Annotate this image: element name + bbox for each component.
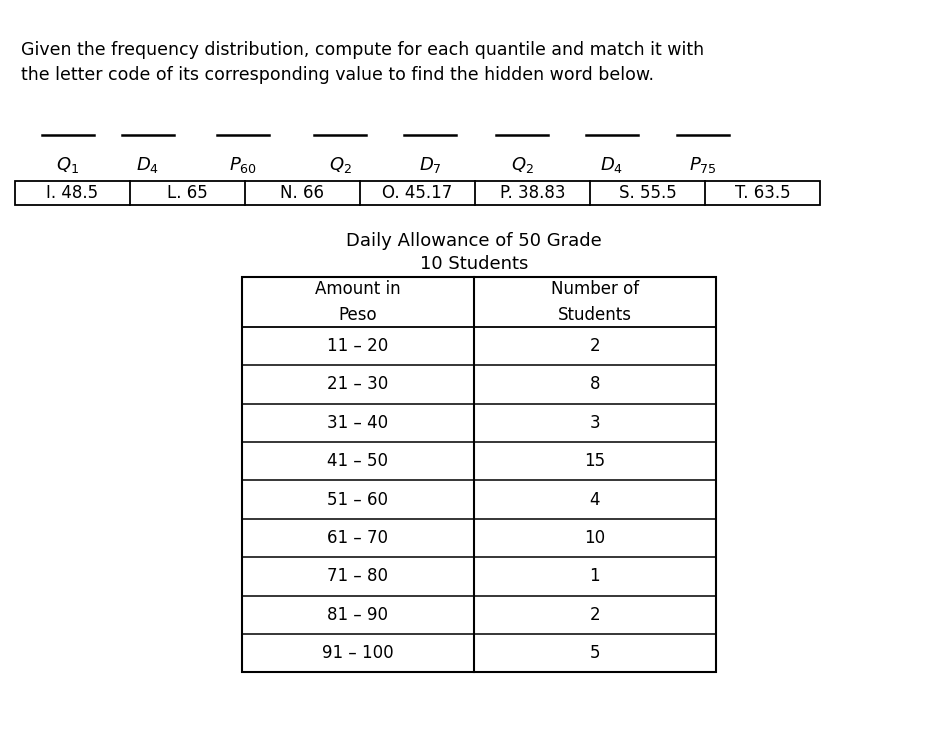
Text: 81 – 90: 81 – 90 (327, 606, 389, 624)
Text: $Q_1$: $Q_1$ (57, 155, 80, 175)
Text: 61 – 70: 61 – 70 (327, 529, 389, 547)
Text: 15: 15 (584, 452, 606, 470)
Text: $P_{60}$: $P_{60}$ (229, 155, 257, 175)
Text: 1: 1 (590, 568, 600, 585)
Text: 3: 3 (590, 414, 600, 432)
Text: O. 45.17: O. 45.17 (382, 184, 452, 202)
Text: N. 66: N. 66 (281, 184, 324, 202)
Text: 11 – 20: 11 – 20 (327, 337, 389, 355)
Text: Daily Allowance of 50 Grade: Daily Allowance of 50 Grade (346, 232, 602, 250)
Text: Number of: Number of (551, 280, 639, 297)
Text: 51 – 60: 51 – 60 (327, 491, 389, 508)
Text: $D_4$: $D_4$ (600, 155, 624, 175)
Text: 2: 2 (590, 337, 600, 355)
Text: the letter code of its corresponding value to find the hidden word below.: the letter code of its corresponding val… (21, 66, 654, 84)
Text: Peso: Peso (338, 306, 377, 324)
Text: S. 55.5: S. 55.5 (619, 184, 676, 202)
Text: $D_7$: $D_7$ (419, 155, 442, 175)
Text: $Q_2$: $Q_2$ (329, 155, 352, 175)
Text: 10: 10 (584, 529, 606, 547)
Text: 8: 8 (590, 376, 600, 393)
Text: 41 – 50: 41 – 50 (327, 452, 389, 470)
Text: I. 48.5: I. 48.5 (46, 184, 99, 202)
Text: 91 – 100: 91 – 100 (322, 644, 393, 662)
Text: $P_{75}$: $P_{75}$ (689, 155, 717, 175)
Text: 21 – 30: 21 – 30 (327, 376, 389, 393)
Text: Given the frequency distribution, compute for each quantile and match it with: Given the frequency distribution, comput… (21, 41, 704, 58)
Text: Amount in: Amount in (315, 280, 401, 297)
Text: 4: 4 (590, 491, 600, 508)
Text: L. 65: L. 65 (167, 184, 208, 202)
Text: T. 63.5: T. 63.5 (735, 184, 791, 202)
Text: 5: 5 (590, 644, 600, 662)
Text: 10 Students: 10 Students (420, 255, 528, 272)
Text: $D_4$: $D_4$ (137, 155, 159, 175)
Text: 31 – 40: 31 – 40 (327, 414, 389, 432)
Text: $Q_2$: $Q_2$ (511, 155, 534, 175)
Text: P. 38.83: P. 38.83 (500, 184, 565, 202)
Text: 2: 2 (590, 606, 600, 624)
Text: 71 – 80: 71 – 80 (327, 568, 389, 585)
Text: Students: Students (557, 306, 632, 324)
